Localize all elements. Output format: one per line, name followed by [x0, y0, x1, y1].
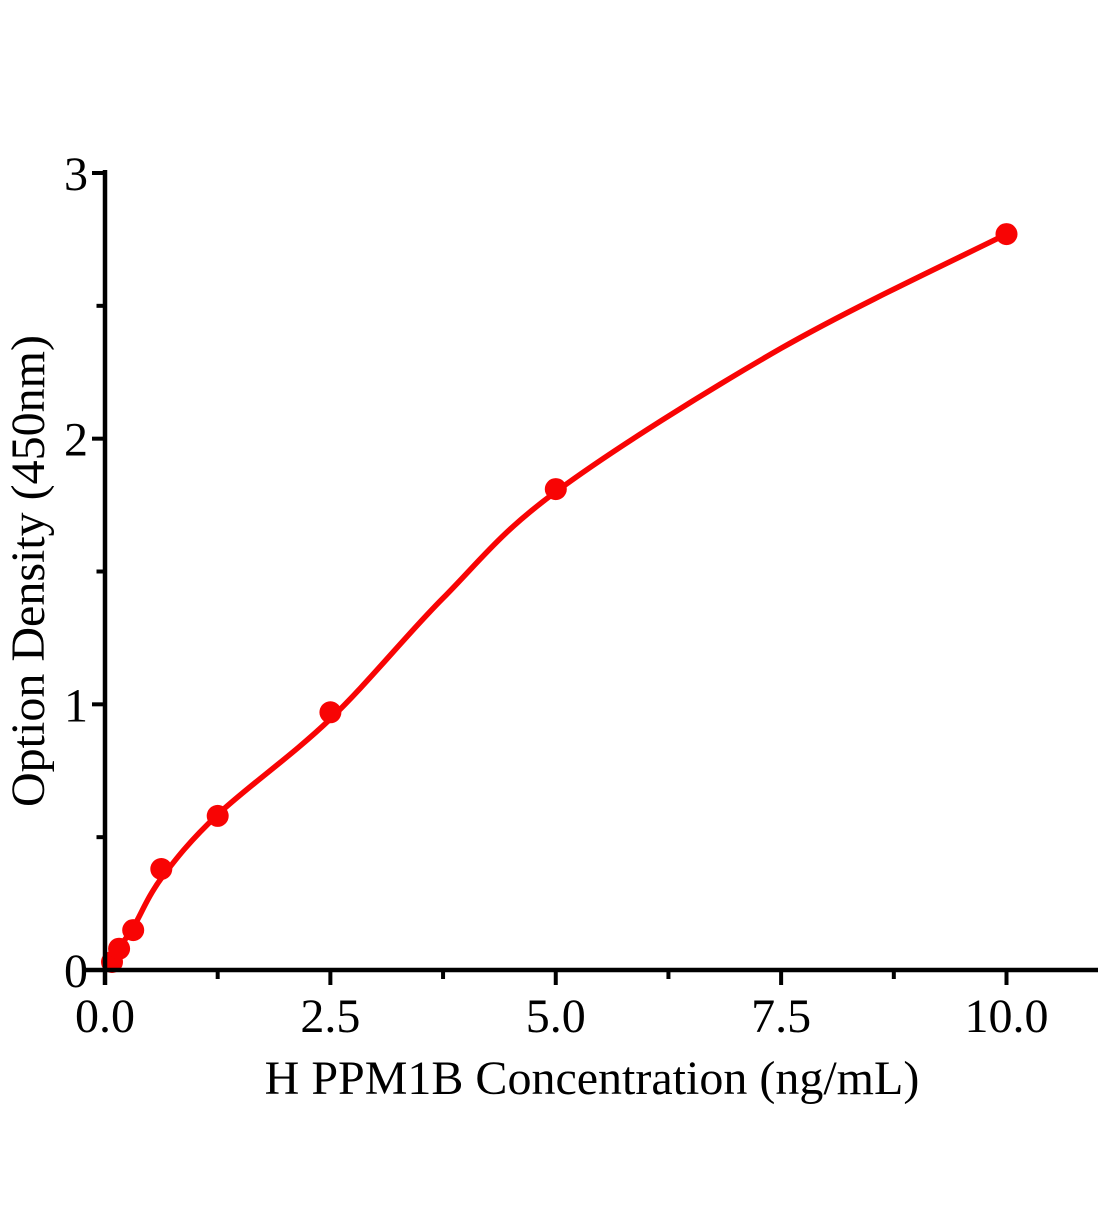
- tick-label-layer: 0.0 2.5 5.0 7.5 10.0 0 1 2 3: [64, 148, 1049, 1043]
- y-tick-label: 1: [64, 679, 88, 732]
- y-tick-label: 3: [64, 148, 88, 201]
- data-point: [150, 858, 173, 880]
- x-tick-label: 2.5: [300, 990, 360, 1043]
- data-point: [544, 478, 567, 501]
- data-point: [206, 804, 229, 827]
- x-axis-title: H PPM1B Concentration (ng/mL): [265, 1052, 920, 1105]
- x-tick-label: 7.5: [751, 990, 811, 1043]
- x-tick-label: 5.0: [526, 990, 586, 1043]
- x-tick-label: 0.0: [75, 990, 135, 1043]
- data-point: [995, 223, 1018, 246]
- y-tick-label: 0: [64, 945, 88, 998]
- data-point: [108, 937, 131, 960]
- data-point: [122, 919, 145, 942]
- series-layer: [101, 223, 1018, 973]
- y-axis-title: Option Density (450nm): [2, 335, 55, 807]
- fit-curve: [102, 231, 1010, 973]
- x-tick-label: 10.0: [965, 990, 1049, 1043]
- data-point: [319, 701, 342, 724]
- axes-layer: [86, 170, 1098, 985]
- y-tick-label: 2: [64, 414, 88, 467]
